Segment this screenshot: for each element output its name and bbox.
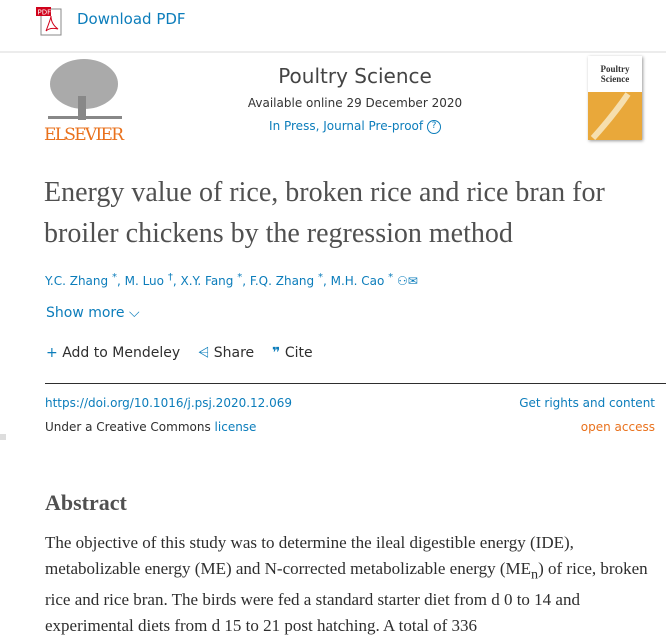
get-rights-link[interactable]: Get rights and content <box>519 396 655 410</box>
download-pdf-link[interactable]: Download PDF <box>77 10 186 28</box>
license-link[interactable]: license <box>214 420 257 434</box>
top-toolbar <box>0 0 666 53</box>
abstract-text: The objective of this study was to deter… <box>45 533 648 636</box>
add-to-mendeley-button[interactable]: + Add to Mendeley <box>46 345 181 361</box>
journal-cover-image[interactable]: Poultry Science <box>588 56 642 140</box>
chevron-down-icon: ⌵ <box>128 305 140 321</box>
scroll-edge <box>0 434 6 440</box>
journal-title-link[interactable]: Poultry Science <box>278 64 432 88</box>
person-icon[interactable]: ⚇ <box>396 274 408 288</box>
svg-text:ELSEVIER: ELSEVIER <box>44 125 125 142</box>
cover-journal-title: Poultry Science <box>600 64 630 84</box>
show-more-button[interactable]: Show more ⌵ <box>46 305 140 321</box>
author-list: Y.C. Zhang *, M. Luo †, X.Y. Fang *, F.Q… <box>45 272 418 288</box>
help-icon[interactable]: ? <box>426 119 441 134</box>
share-button[interactable]: ⩤ Share <box>198 345 255 361</box>
cover-top-panel <box>588 56 642 92</box>
article-title: Energy value of rice, broken rice and ri… <box>44 177 605 249</box>
available-online-date: Available online 29 December 2020 <box>247 96 463 110</box>
article-actions: + Add to Mendeley ⩤ Share ❞ Cite <box>46 345 313 361</box>
author-link[interactable]: X.Y. Fang * <box>180 272 243 288</box>
status-text[interactable]: In Press, Journal Pre-proof <box>269 119 424 133</box>
author-link[interactable]: M.H. Cao * <box>330 272 394 288</box>
article-status[interactable]: In Press, Journal Pre-proof ? <box>200 119 510 134</box>
quote-icon: ❞ <box>272 345 281 361</box>
open-access-badge: open access <box>580 420 655 434</box>
author-link[interactable]: M. Luo † <box>124 272 173 288</box>
email-icon[interactable]: ✉ <box>407 274 418 288</box>
pdf-icon[interactable]: PDF <box>36 6 64 36</box>
divider <box>45 383 666 384</box>
abstract-heading: Abstract <box>45 490 127 515</box>
author-link[interactable]: F.Q. Zhang * <box>249 272 323 288</box>
doi-link[interactable]: https://doi.org/10.1016/j.psj.2020.12.06… <box>45 396 293 410</box>
plus-icon: + <box>46 345 58 361</box>
share-icon: ⩤ <box>198 345 210 361</box>
svg-text:PDF: PDF <box>38 9 52 17</box>
license-info: Under a Creative Commons license <box>45 420 257 434</box>
cite-button[interactable]: ❞ Cite <box>272 345 313 361</box>
author-link[interactable]: Y.C. Zhang * <box>45 272 117 288</box>
elsevier-logo[interactable]: ELSEVIER <box>44 56 126 145</box>
